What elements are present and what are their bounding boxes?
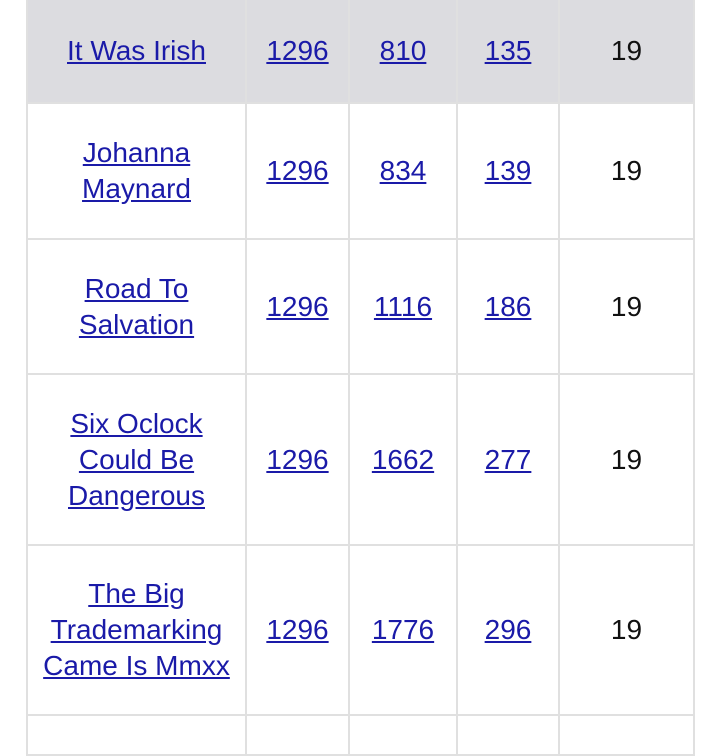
table-cell <box>348 714 458 756</box>
table-cell: 135 <box>456 0 560 104</box>
table-cell: 19 <box>558 373 695 546</box>
table-cell <box>456 714 560 756</box>
number-link[interactable]: 296 <box>484 614 532 645</box>
cell-text: 19 <box>610 443 643 475</box>
table-row: It Was Irish 1296 810 135 19 <box>26 0 695 104</box>
title-link[interactable]: Six Oclock Could Be Dangerous <box>68 407 205 511</box>
number-link[interactable]: 1296 <box>266 614 329 645</box>
table-cell: It Was Irish <box>26 0 247 104</box>
table-row: Road To Salvation 1296 1116 186 19 <box>26 238 695 375</box>
table-cell: 19 <box>558 544 695 716</box>
cell-text: 19 <box>610 290 643 322</box>
table-cell: Six Oclock Could Be Dangerous <box>26 373 247 546</box>
number-link[interactable]: 186 <box>484 290 532 322</box>
title-link[interactable]: Johanna Maynard <box>82 137 191 204</box>
number-link[interactable]: 139 <box>484 155 532 186</box>
number-link[interactable]: 1776 <box>371 614 435 645</box>
table-row: Six Oclock Could Be Dangerous 1296 1662 277… <box>26 373 695 546</box>
number-link[interactable]: 1296 <box>266 155 329 186</box>
number-link[interactable]: 1116 <box>373 290 433 322</box>
number-link[interactable]: 135 <box>484 35 532 66</box>
number-link[interactable]: 1296 <box>266 443 329 475</box>
number-link[interactable]: 834 <box>379 155 427 186</box>
table-cell <box>245 714 350 756</box>
table-row: Johanna Maynard 1296 834 139 19 <box>26 102 695 240</box>
number-link[interactable]: 810 <box>379 35 427 66</box>
number-link[interactable]: 277 <box>484 443 532 475</box>
table-cell: 1662 <box>348 373 458 546</box>
table-cell <box>26 714 247 756</box>
cell-text: 19 <box>610 35 643 66</box>
table-cell: 1296 <box>245 238 350 375</box>
table-cell: 139 <box>456 102 560 240</box>
table-cell: Road To Salvation <box>26 238 247 375</box>
cell-text: 19 <box>610 155 643 186</box>
title-link[interactable]: Road To Salvation <box>78 272 195 340</box>
table-cell: 1296 <box>245 544 350 716</box>
table-cell: 19 <box>558 238 695 375</box>
table-cell: 19 <box>558 102 695 240</box>
table-cell: 810 <box>348 0 458 104</box>
table-cell: 1296 <box>245 0 350 104</box>
table-body: It Was Irish 1296 810 135 19 Johanna Maynard 1… <box>26 0 695 756</box>
table-cell: 19 <box>558 0 695 104</box>
number-link[interactable]: 1296 <box>266 35 329 66</box>
table-row: The Big Trademarking Came Is Mmxx 1296 177… <box>26 544 695 716</box>
table-cell: Johanna Maynard <box>26 102 247 240</box>
number-link[interactable]: 1296 <box>266 290 329 322</box>
table-cell: The Big Trademarking Came Is Mmxx <box>26 544 247 716</box>
table-cell: 1776 <box>348 544 458 716</box>
number-link[interactable]: 1662 <box>371 443 435 475</box>
title-link[interactable]: It Was Irish <box>67 35 206 66</box>
results-table: It Was Irish 1296 810 135 19 Johanna Maynard 1… <box>26 0 695 756</box>
table-cell <box>558 714 695 756</box>
table-cell: 1116 <box>348 238 458 375</box>
table-cell: 296 <box>456 544 560 716</box>
table-cell: 1296 <box>245 373 350 546</box>
page: It Was Irish 1296 810 135 19 Johanna Maynard 1… <box>26 0 695 756</box>
table-cell: 834 <box>348 102 458 240</box>
table-cell: 1296 <box>245 102 350 240</box>
table-cell: 186 <box>456 238 560 375</box>
table-row <box>26 714 695 756</box>
table-cell: 277 <box>456 373 560 546</box>
cell-text: 19 <box>610 614 643 645</box>
title-link[interactable]: The Big Trademarking Came Is Mmxx <box>43 578 230 681</box>
